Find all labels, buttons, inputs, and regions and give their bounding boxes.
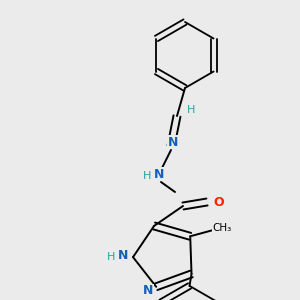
Text: H: H: [107, 252, 115, 262]
Text: O: O: [214, 196, 224, 208]
Text: N: N: [168, 136, 178, 148]
Text: N: N: [154, 167, 164, 181]
Text: N: N: [143, 284, 153, 297]
Text: CH₃: CH₃: [213, 223, 232, 233]
Text: H: H: [143, 171, 151, 181]
Text: H: H: [187, 105, 195, 115]
Text: N: N: [118, 249, 128, 262]
